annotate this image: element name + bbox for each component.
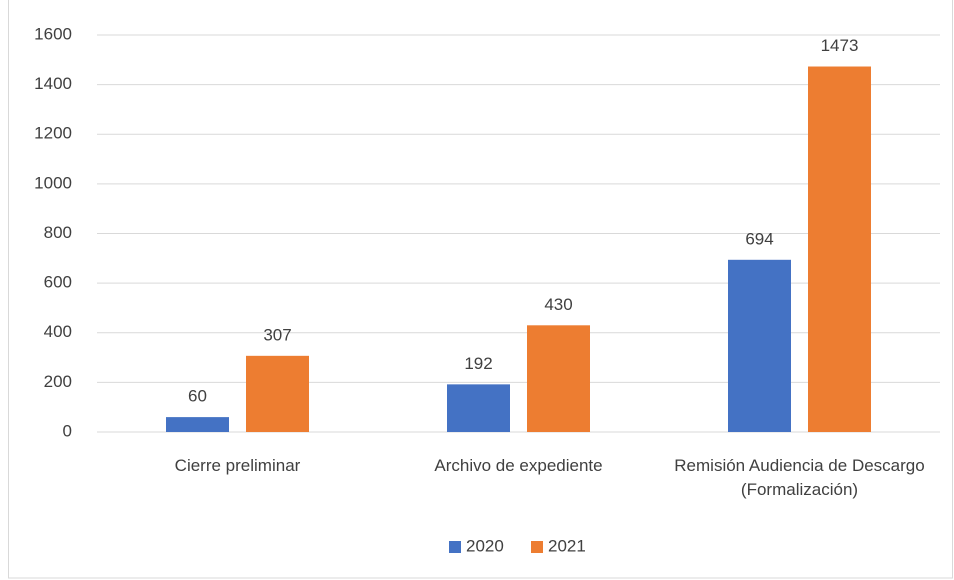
y-tick-label: 600 [44, 273, 72, 292]
y-tick-label: 1000 [34, 173, 72, 192]
x-tick-label: Remisión Audiencia de Descargo (Formaliz… [674, 456, 925, 499]
y-tick-label: 800 [44, 223, 72, 242]
legend-swatch [531, 541, 543, 553]
x-tick-label: Archivo de expediente [434, 456, 603, 475]
legend-label: 2021 [548, 536, 586, 555]
y-tick-label: 1200 [34, 124, 72, 143]
data-label: 694 [745, 229, 773, 248]
data-label: 307 [263, 325, 291, 344]
bar [808, 66, 871, 432]
y-tick-label: 400 [44, 322, 72, 341]
chart-border [8, 0, 953, 579]
y-tick-label: 1600 [34, 24, 72, 43]
data-label: 430 [544, 295, 572, 314]
y-tick-label: 0 [63, 421, 72, 440]
x-tick-label: Cierre preliminar [174, 456, 301, 475]
bar [527, 325, 590, 432]
bar [166, 417, 229, 432]
legend-label: 2020 [466, 536, 504, 555]
bar [246, 355, 309, 432]
bar [447, 384, 510, 432]
y-tick-label: 1400 [34, 74, 72, 93]
legend-swatch [449, 541, 461, 553]
data-label: 192 [464, 354, 492, 373]
bar [728, 259, 791, 432]
y-tick-label: 200 [44, 372, 72, 391]
data-label: 1473 [821, 36, 859, 55]
data-label: 60 [188, 387, 207, 406]
